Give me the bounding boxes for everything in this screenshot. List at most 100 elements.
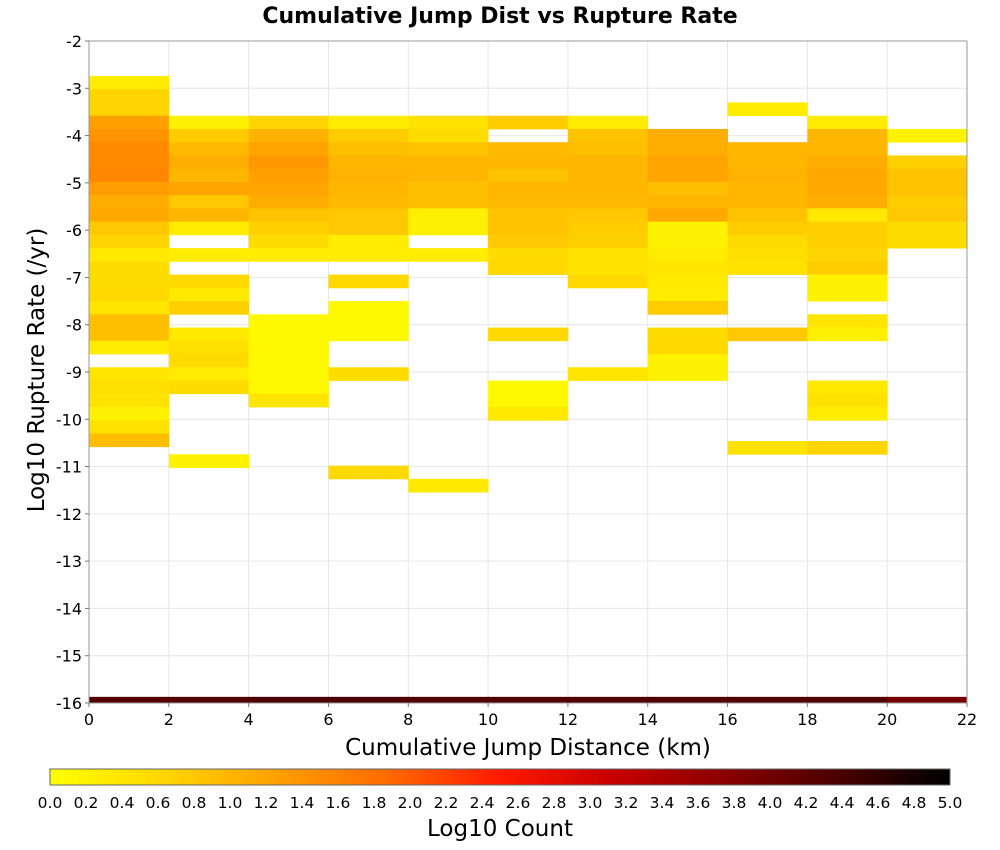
heatmap-cell (89, 155, 170, 170)
colorbar-tick-label: 1.2 (254, 794, 279, 812)
heatmap-cell (807, 327, 888, 342)
heatmap-cell (807, 128, 888, 143)
heatmap-cell (488, 393, 569, 408)
heatmap-cell (248, 327, 329, 342)
heatmap-cell (488, 261, 569, 275)
heatmap-cell (328, 301, 409, 315)
colorbar-gradient (49, 768, 951, 786)
colorbar-tick-label: 4.6 (866, 794, 891, 812)
heatmap-cell (328, 327, 409, 342)
heatmap-cell (408, 181, 489, 196)
heatmap-cell (567, 181, 649, 196)
heatmap-cell (887, 221, 968, 236)
heatmap-cell (89, 314, 170, 328)
heatmap-cell (408, 142, 489, 156)
heatmap-cell (727, 102, 808, 117)
heatmap-cell (807, 393, 888, 408)
heatmap-cell (248, 367, 329, 381)
x-tick-label: 12 (558, 710, 578, 729)
y-tick-label: -14 (56, 599, 82, 618)
heatmap-cell (168, 128, 250, 143)
colorbar (49, 768, 951, 786)
heatmap-cell (807, 406, 888, 421)
colorbar-label: Log10 Count (427, 816, 573, 842)
heatmap-cell (168, 301, 250, 315)
colorbar-tick-label: 0.2 (74, 794, 99, 812)
heatmap-cell (727, 181, 808, 196)
heatmap-cell (488, 248, 569, 262)
heatmap-cell (328, 367, 409, 381)
heatmap-cell (647, 208, 728, 223)
heatmap-cell (727, 208, 808, 223)
heatmap-cell (887, 181, 968, 196)
x-tick-label: 4 (244, 710, 254, 729)
heatmap-cell (887, 195, 968, 209)
y-tick-label: -8 (66, 316, 82, 335)
heatmap-cell (328, 314, 409, 328)
heatmap-cell (647, 274, 728, 289)
heatmap-cell (328, 208, 409, 223)
heatmap-cell (248, 340, 329, 355)
heatmap-cell (488, 181, 569, 196)
heatmap-cell (89, 115, 170, 130)
y-tick-label: -2 (66, 32, 82, 51)
heatmap-cell (488, 195, 569, 209)
x-tick-label: 16 (717, 710, 737, 729)
heatmap-cell (328, 128, 409, 143)
heatmap-cell (89, 181, 170, 196)
heatmap-cell (328, 465, 409, 480)
x-tick-label: 18 (797, 710, 817, 729)
heatmap-cell-bottom-row (408, 696, 489, 704)
heatmap-cell (807, 115, 888, 130)
heatmap-cell (887, 168, 968, 183)
heatmap-cell (567, 168, 649, 183)
heatmap-cell (807, 261, 888, 275)
heatmap-cell (887, 155, 968, 170)
heatmap-cell (328, 248, 409, 262)
heatmap-cell (89, 168, 170, 183)
heatmap-cell (488, 327, 569, 342)
heatmap-cell (248, 221, 329, 236)
heatmap-cell (89, 406, 170, 421)
heatmap-cell (168, 115, 250, 130)
heatmap-cell (328, 274, 409, 289)
heatmap-cell (887, 208, 968, 223)
heatmap-cell (887, 234, 968, 249)
heatmap-cell (727, 168, 808, 183)
heatmap-cell (89, 393, 170, 408)
colorbar-tick-label: 3.0 (578, 794, 603, 812)
colorbar-tick-label: 1.4 (290, 794, 315, 812)
heatmap-cell (567, 248, 649, 262)
y-tick-label: -10 (56, 410, 82, 429)
x-tick-label: 10 (478, 710, 498, 729)
heatmap-cell (328, 168, 409, 183)
colorbar-tick-label: 2.4 (470, 794, 495, 812)
heatmap-cell (807, 274, 888, 289)
x-axis-ticks: 0 2 4 6 8 10 12 14 16 18 20 22 (84, 703, 977, 729)
heatmap-cell (727, 142, 808, 156)
heatmap-cell-bottom-row (248, 696, 329, 704)
heatmap-cell (89, 433, 170, 448)
heatmap-cell (168, 340, 250, 355)
heatmap-cell (647, 287, 728, 302)
heatmap-cell (89, 327, 170, 342)
heatmap-cell (89, 208, 170, 223)
colorbar-tick-label: 3.2 (614, 794, 639, 812)
heatmap-cell (488, 168, 569, 183)
heatmap-cell (248, 115, 329, 130)
heatmap-cell (408, 221, 489, 236)
heatmap-cell (248, 142, 329, 156)
colorbar-tick-label: 3.6 (686, 794, 711, 812)
heatmap-cell (89, 301, 170, 315)
heatmap-cell (807, 221, 888, 236)
y-tick-label: -7 (66, 268, 82, 287)
y-tick-label: -15 (56, 647, 82, 666)
heatmap-cell (647, 327, 728, 342)
heatmap-cell-bottom-row (89, 696, 170, 704)
heatmap-cell (168, 221, 250, 236)
y-tick-label: -4 (66, 127, 82, 146)
heatmap-cell (488, 380, 569, 395)
heatmap-cell (328, 234, 409, 249)
x-tick-label: 0 (84, 710, 94, 729)
